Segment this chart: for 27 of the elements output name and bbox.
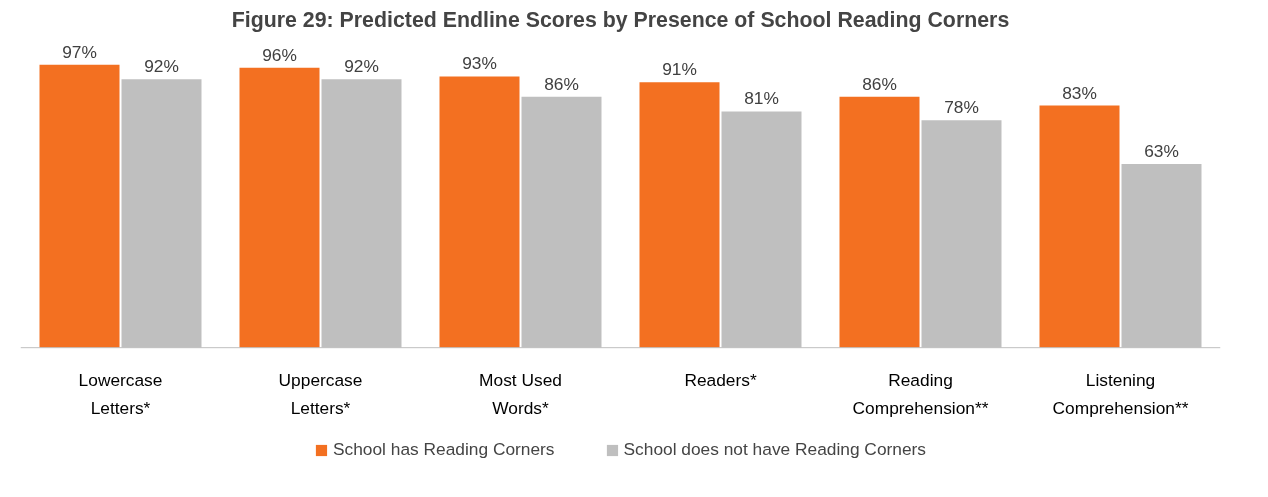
data-label: 63% bbox=[1144, 140, 1179, 161]
x-tick-label: Uppercase Letters* bbox=[278, 369, 363, 418]
data-label: 83% bbox=[1062, 82, 1097, 103]
data-label: 97% bbox=[62, 41, 97, 62]
bar bbox=[239, 67, 320, 348]
data-label: 91% bbox=[662, 59, 697, 80]
data-label: 96% bbox=[262, 44, 297, 65]
bar bbox=[839, 96, 920, 348]
x-tick-label: Listening Comprehension** bbox=[1052, 369, 1189, 418]
data-label: 92% bbox=[144, 56, 179, 77]
bar bbox=[439, 76, 520, 348]
bar bbox=[639, 82, 720, 348]
legend-label: School does not have Reading Corners bbox=[623, 439, 927, 460]
data-label: 93% bbox=[462, 53, 497, 74]
data-label: 86% bbox=[862, 73, 897, 94]
bar bbox=[39, 64, 120, 348]
x-tick-label: Lowercase Letters* bbox=[78, 369, 163, 418]
x-tick-label: Reading Comprehension** bbox=[852, 369, 989, 418]
bar bbox=[1039, 105, 1120, 348]
chart-title: Figure 29: Predicted Endline Scores by Presence of School Reading Corners bbox=[231, 7, 1010, 32]
legend-label: School has Reading Corners bbox=[332, 439, 555, 460]
x-tick-label: Most Used Words* bbox=[479, 369, 562, 418]
x-tick-label: Readers* bbox=[684, 369, 757, 390]
data-label: 92% bbox=[344, 56, 379, 77]
data-label: 86% bbox=[544, 73, 579, 94]
data-label: 78% bbox=[944, 97, 979, 118]
data-label: 81% bbox=[744, 88, 779, 109]
